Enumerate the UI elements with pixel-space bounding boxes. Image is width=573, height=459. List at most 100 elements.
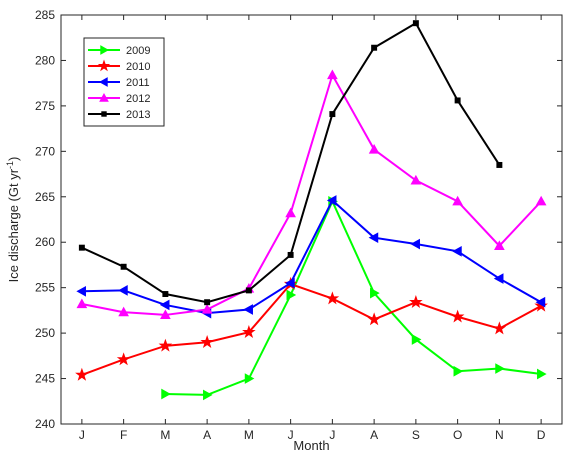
data-point xyxy=(537,368,547,380)
data-point xyxy=(370,287,380,299)
data-point xyxy=(368,143,380,154)
series-line xyxy=(165,198,542,396)
data-point xyxy=(100,45,110,55)
series-2011 xyxy=(76,195,546,319)
legend-item: 2012 xyxy=(88,92,150,105)
series-line xyxy=(81,282,542,376)
data-point xyxy=(286,289,297,301)
series-line xyxy=(81,72,542,316)
data-point xyxy=(535,296,546,308)
x-tick-label: N xyxy=(495,428,504,442)
plot-frame xyxy=(60,14,563,425)
x-tick-label: J xyxy=(329,428,335,442)
data-point xyxy=(99,92,109,102)
data-point xyxy=(78,244,85,251)
x-tick-label: F xyxy=(120,428,127,442)
y-tick-label: 270 xyxy=(35,144,55,158)
data-point xyxy=(452,195,463,206)
y-tick-label: 280 xyxy=(35,53,55,67)
data-point xyxy=(120,263,127,270)
data-point xyxy=(287,251,294,258)
data-point xyxy=(495,363,505,374)
y-tick-label: 285 xyxy=(35,8,55,22)
data-point xyxy=(368,232,379,244)
x-tick-label: J xyxy=(79,428,85,442)
y-axis-label: Ice discharge (Gt yr-1) xyxy=(5,157,21,283)
legend-item: 2013 xyxy=(88,109,150,121)
y-tick-label: 250 xyxy=(35,326,55,340)
data-point xyxy=(243,304,253,315)
data-point xyxy=(494,240,505,250)
y-tick-label: 245 xyxy=(35,372,55,386)
y-axis-label-main: Ice discharge (Gt yr xyxy=(6,168,21,282)
data-point xyxy=(371,44,378,51)
data-point xyxy=(454,97,461,104)
data-point xyxy=(493,273,504,284)
legend-label: 2009 xyxy=(126,45,150,57)
legend-label: 2012 xyxy=(126,93,150,105)
x-tick-label: M xyxy=(160,428,170,442)
axes: 240 245 250 255 260 265 270 275 280 285 J F M A M J J A S O… xyxy=(35,8,562,442)
data-point xyxy=(159,299,170,311)
data-point xyxy=(453,365,464,377)
x-tick-label: A xyxy=(203,428,211,442)
data-point xyxy=(450,309,465,323)
legend: 2009 2010 2011 2012 2013 xyxy=(83,37,165,127)
data-point xyxy=(200,335,214,348)
data-point xyxy=(116,352,131,366)
x-tick-label: S xyxy=(412,428,420,442)
data-point xyxy=(158,338,173,352)
data-point xyxy=(101,111,107,117)
data-point xyxy=(409,295,423,308)
x-tick-label: D xyxy=(537,428,546,442)
series-layer xyxy=(75,20,548,401)
data-point xyxy=(496,161,503,168)
data-point xyxy=(412,20,419,27)
x-axis-label: Month xyxy=(293,438,329,453)
series-line xyxy=(81,198,542,315)
data-point xyxy=(118,306,129,317)
data-point xyxy=(76,298,88,309)
data-point xyxy=(492,321,507,335)
series-2013 xyxy=(78,20,503,306)
data-point xyxy=(242,325,256,338)
data-point xyxy=(162,291,169,298)
x-tick-label: A xyxy=(370,428,378,442)
x-tick-label: M xyxy=(244,428,254,442)
data-point xyxy=(411,334,422,345)
data-point xyxy=(97,59,111,72)
legend-item: 2010 xyxy=(88,59,150,73)
data-point xyxy=(160,309,171,320)
data-point xyxy=(203,389,213,401)
legend-item: 2011 xyxy=(88,77,150,89)
data-point xyxy=(367,312,381,326)
y-tick-label: 240 xyxy=(35,417,55,431)
legend-label: 2010 xyxy=(126,61,150,73)
series-2010 xyxy=(75,276,548,381)
data-point xyxy=(327,69,338,80)
data-point xyxy=(285,277,295,289)
x-tick-label: J xyxy=(288,428,294,442)
legend-box xyxy=(83,37,165,127)
data-point xyxy=(244,373,255,384)
data-point xyxy=(98,77,108,87)
y-axis-label-close: ) xyxy=(6,157,21,161)
data-point xyxy=(410,238,420,250)
legend-item: 2009 xyxy=(88,45,150,57)
y-axis-label-unit-exponent: -1 xyxy=(5,161,15,169)
data-point xyxy=(535,195,547,206)
y-tick-label: 255 xyxy=(35,281,55,295)
data-point xyxy=(76,285,86,297)
data-point xyxy=(325,291,340,305)
data-point xyxy=(201,303,213,314)
data-point xyxy=(326,195,337,206)
legend-label: 2011 xyxy=(126,77,150,89)
data-point xyxy=(118,285,128,296)
y-tick-label: 265 xyxy=(35,190,55,204)
data-point xyxy=(410,174,422,185)
x-tick-label: O xyxy=(453,428,462,442)
data-point xyxy=(285,207,296,218)
y-tick-label: 275 xyxy=(35,99,55,113)
